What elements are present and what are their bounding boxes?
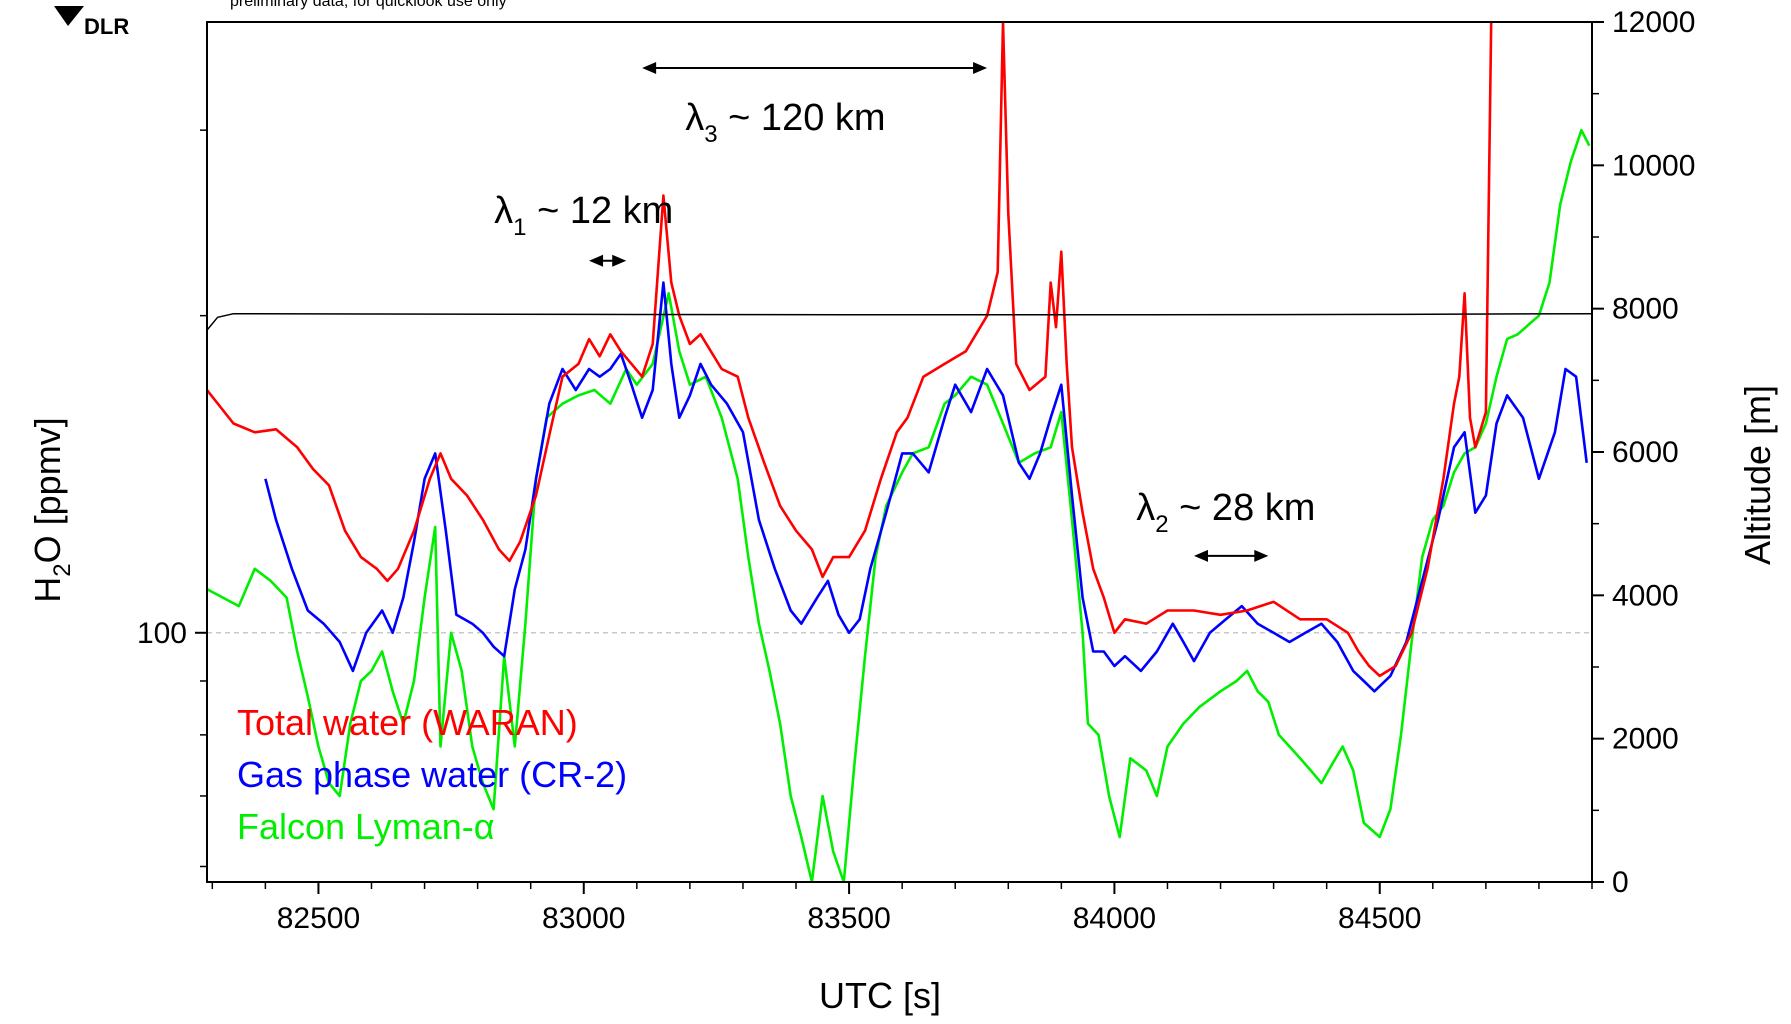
legend-entry: Total water (WARAN) bbox=[237, 702, 578, 743]
plot-border bbox=[206, 21, 1593, 883]
preliminary-note: preliminary data, for quicklook use only bbox=[230, 0, 507, 10]
x-tick-label: 84500 bbox=[1338, 902, 1421, 935]
y-axis-right-label: Altitude [m] bbox=[1737, 385, 1778, 565]
y-right-tick-label: 10000 bbox=[1612, 149, 1695, 182]
legend-entry: Gas phase water (CR-2) bbox=[237, 754, 627, 795]
legend: Total water (WARAN) Gas phase water (CR-2… bbox=[237, 702, 627, 847]
series-line-falcon-lyman-alpha bbox=[207, 128, 1591, 882]
annotation-lambda: λ bbox=[685, 97, 704, 139]
annotation-subscript: 3 bbox=[704, 121, 717, 148]
annotation-arrow-head-left bbox=[589, 254, 604, 267]
series-line-gas-phase-water bbox=[264, 281, 1588, 693]
annotation-lambda: λ bbox=[494, 190, 513, 232]
y-right-tick-label: 8000 bbox=[1612, 293, 1679, 326]
legend-entry: Falcon Lyman-α bbox=[237, 806, 495, 847]
y-axis-left-label-sub: 2 bbox=[49, 563, 76, 576]
annotation-arrow-head-right bbox=[1254, 549, 1269, 562]
x-tick-label: 82500 bbox=[277, 902, 360, 935]
annotation-label: λ2 ~ 28 km bbox=[1136, 487, 1315, 538]
annotation-label: λ1 ~ 12 km bbox=[494, 190, 673, 241]
annotation-arrow-head-left bbox=[642, 62, 657, 74]
annotation-subscript: 1 bbox=[513, 214, 526, 241]
logo-mark: DLR bbox=[54, 6, 129, 39]
x-tick-label: 83000 bbox=[542, 902, 625, 935]
y-left-tick-label: 100 bbox=[137, 617, 187, 650]
annotation-label: λ3 ~ 120 km bbox=[685, 97, 885, 148]
y-right-tick-label: 12000 bbox=[1612, 6, 1695, 39]
y-axis-left-label-rest: O [ppmv] bbox=[27, 417, 68, 563]
y-right-tick-label: 0 bbox=[1612, 866, 1629, 899]
axis-layer: 82500 83000 83500 84000 84500 100 0 2000 4000 600… bbox=[137, 6, 1696, 935]
y-right-tick-label: 4000 bbox=[1612, 579, 1679, 612]
annotation-arrow-head-left bbox=[1194, 549, 1209, 562]
annotation-text: ~ 12 km bbox=[527, 190, 674, 232]
annotation-arrow-head-right bbox=[612, 254, 627, 267]
y-axis-left-label-main: H bbox=[27, 577, 68, 603]
annotation-lambda: λ bbox=[1136, 487, 1155, 529]
series-layer bbox=[207, 22, 1592, 882]
annotation-text: ~ 120 km bbox=[718, 97, 886, 139]
y-right-tick-label: 6000 bbox=[1612, 436, 1679, 469]
y-axis-left-label: H2O [ppmv] bbox=[27, 417, 76, 602]
y-right-tick-label: 2000 bbox=[1612, 723, 1679, 756]
series-line-total-water bbox=[207, 22, 1493, 678]
x-axis-label: UTC [s] bbox=[819, 975, 941, 1016]
annotation-text: ~ 28 km bbox=[1169, 487, 1316, 529]
logo: DLR bbox=[40, 4, 180, 49]
annotation-subscript: 2 bbox=[1155, 511, 1168, 538]
x-tick-label: 84000 bbox=[1073, 902, 1156, 935]
annotation-arrow-head-right bbox=[973, 62, 988, 74]
series-line-altitude bbox=[207, 312, 1592, 331]
x-tick-label: 83500 bbox=[807, 902, 890, 935]
logo-text: DLR bbox=[84, 14, 129, 39]
